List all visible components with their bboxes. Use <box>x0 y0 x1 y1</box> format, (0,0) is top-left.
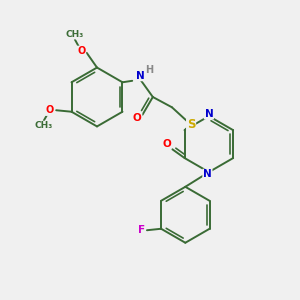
Text: O: O <box>77 46 86 56</box>
Text: CH₃: CH₃ <box>35 122 53 130</box>
Text: CH₃: CH₃ <box>66 30 84 39</box>
Text: H: H <box>145 65 153 76</box>
Text: O: O <box>46 105 54 115</box>
Text: O: O <box>162 139 171 149</box>
Text: F: F <box>137 225 145 235</box>
Text: N: N <box>203 169 212 179</box>
Text: N: N <box>136 70 145 80</box>
Text: S: S <box>187 118 195 131</box>
Text: O: O <box>133 113 142 123</box>
Text: N: N <box>205 109 213 119</box>
